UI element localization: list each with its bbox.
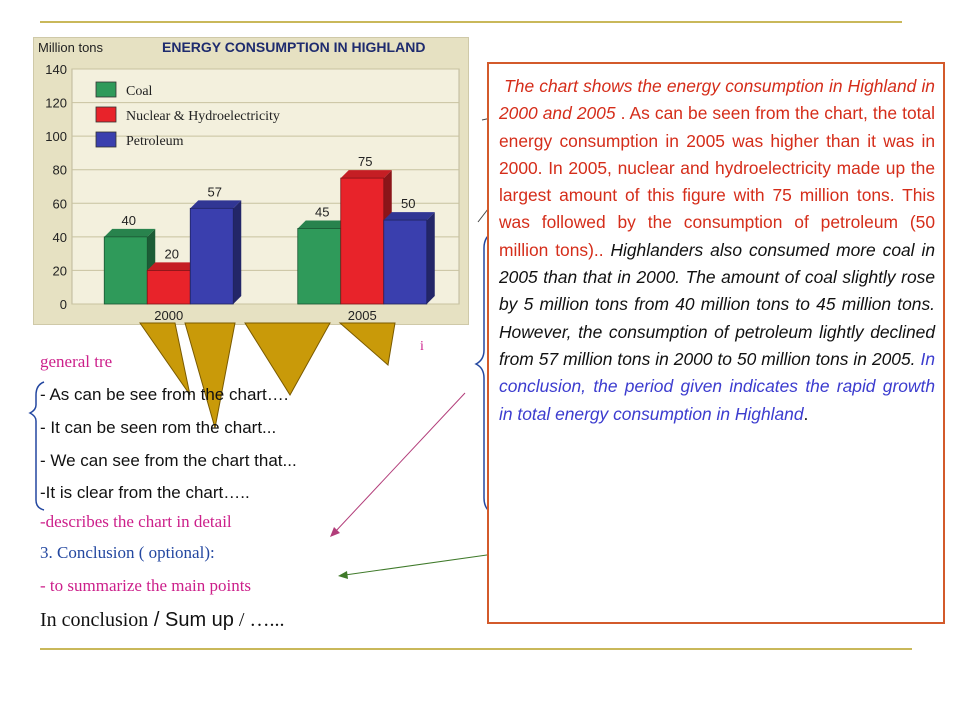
- note-conclusion-heading: 3. Conclusion ( optional):: [40, 543, 215, 562]
- stray-mark: i: [420, 339, 424, 354]
- chart-image: 0 20 40 60 80 100 120 140 Million tons ENERGY CON…: [33, 37, 469, 325]
- y-tick-label: 0: [60, 297, 67, 312]
- note-line: - We can see from the chart that...: [40, 451, 297, 470]
- bar-side: [426, 212, 435, 304]
- top-rule: [40, 21, 902, 23]
- y-tick-label: 60: [53, 196, 67, 211]
- legend-label: Petroleum: [126, 134, 184, 149]
- bar: [103, 236, 148, 305]
- bar-top: [147, 262, 199, 271]
- note-summarize: - to summarize the main points: [40, 576, 252, 595]
- y-tick-label: 20: [53, 263, 67, 278]
- note-line: - As can be see from the chart….: [40, 385, 289, 404]
- note-describe: -describes the chart in detail: [40, 512, 232, 531]
- phrase-ellipsis: / …...: [233, 609, 285, 631]
- paragraph-overview: . As can be seen from the chart, the tot…: [499, 103, 935, 260]
- bar: [383, 219, 428, 305]
- callout-spike: [338, 322, 396, 366]
- bar: [189, 207, 234, 305]
- y-tick-label: 140: [45, 62, 67, 77]
- callout-spike: [184, 322, 236, 429]
- y-tick-label: 120: [45, 96, 67, 111]
- chart-title: ENERGY CONSUMPTION IN HIGHLAND: [162, 39, 425, 55]
- x-tick-label: 2005: [348, 308, 377, 323]
- phrase-in-conclusion: In conclusion: [40, 609, 149, 631]
- bar: [146, 270, 191, 305]
- y-tick-label: 100: [45, 129, 67, 144]
- x-tick-label: 2000: [154, 308, 183, 323]
- bar-top: [104, 228, 156, 237]
- paragraph-details: Highlanders also consumed more coal in 2…: [499, 239, 935, 369]
- phrase-sum-up: Sum up: [164, 609, 234, 631]
- data-label: 50: [401, 196, 415, 211]
- bar-top: [340, 170, 392, 179]
- data-label: 75: [358, 154, 372, 169]
- y-axis-label: Million tons: [38, 40, 104, 55]
- bar-top: [383, 212, 435, 221]
- arrow-line: [334, 392, 466, 533]
- bar-top: [190, 200, 242, 209]
- description-box: The chart shows the energy consumption i…: [487, 62, 945, 624]
- paragraph-end: .: [803, 403, 809, 424]
- y-tick-label: 80: [53, 163, 67, 178]
- bar-chart: 0 20 40 60 80 100 120 140 Million tons ENERGY CON…: [38, 39, 460, 323]
- phrase-separator: /: [148, 609, 165, 631]
- arrow-head: [330, 527, 340, 537]
- legend-swatch: [95, 81, 117, 98]
- data-label: 20: [165, 246, 179, 261]
- note-line: - It can be seen rom the chart...: [40, 418, 277, 437]
- bar: [297, 228, 342, 305]
- note-conclusion-phrases: In conclusion / Sum up / …...: [40, 610, 284, 630]
- data-label: 40: [122, 213, 136, 228]
- y-tick-label: 40: [53, 230, 67, 245]
- arrow-head: [338, 571, 348, 579]
- bar-top: [297, 220, 349, 229]
- legend-swatch: [95, 131, 117, 148]
- paragraph-intro: The chart shows the energy consumption i…: [499, 76, 935, 124]
- legend-swatch: [95, 106, 117, 123]
- paragraph-conclusion: In conclusion, the period given indicate…: [499, 348, 935, 424]
- data-label: 57: [208, 184, 222, 199]
- legend-label: Nuclear & Hydroelectricity: [126, 109, 280, 124]
- note-line: -It is clear from the chart…..: [40, 483, 250, 502]
- description-paragraph: The chart shows the energy consumption i…: [499, 73, 935, 428]
- data-label: 45: [315, 204, 329, 219]
- bottom-rule: [40, 648, 912, 650]
- legend-label: Coal: [126, 84, 153, 99]
- bar-side: [233, 200, 242, 304]
- bar: [340, 177, 385, 305]
- note-general-trend: general tre: [40, 352, 113, 371]
